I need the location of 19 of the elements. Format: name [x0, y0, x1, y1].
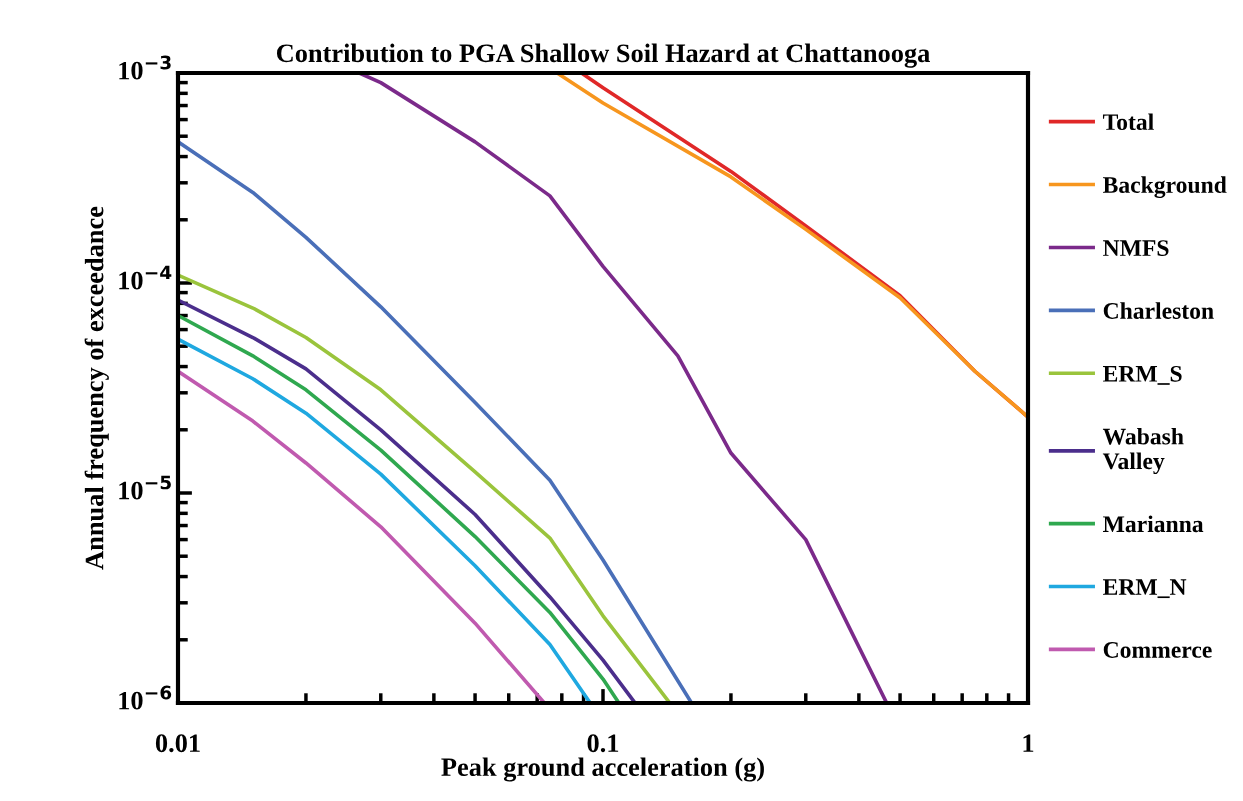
legend-label: Marianna	[1103, 515, 1204, 533]
x-tick-label: 0.1	[587, 734, 619, 753]
y-tick-label: 10$^{−4}$	[119, 265, 172, 290]
y-tick-label: 10$^{−6}$	[119, 685, 172, 710]
legend-label: Wabash Valley	[1102, 427, 1184, 475]
x-axis-title: Peak ground acceleration (g)	[441, 757, 764, 782]
legend-label: Commerce	[1103, 642, 1212, 658]
y-axis-title: Annual frequency of exceedance	[84, 206, 109, 570]
legend-label: NMFS	[1103, 240, 1169, 257]
x-tick-label: 0.01	[155, 734, 200, 753]
legend-label: Charleston	[1103, 302, 1214, 319]
legend-label: ERM_S	[1103, 365, 1182, 385]
chart-title: Contribution to PGA Shallow Soil Hazard at Chattanooga	[276, 43, 930, 68]
legend-label: Background	[1103, 176, 1227, 198]
x-tick-label: 1	[1023, 734, 1034, 752]
legend-label: ERM_N	[1103, 579, 1187, 599]
y-tick-label: 10$^{−3}$	[119, 55, 171, 80]
y-tick-label: 10$^{−5}$	[119, 475, 171, 500]
legend-label: Total	[1102, 113, 1154, 131]
